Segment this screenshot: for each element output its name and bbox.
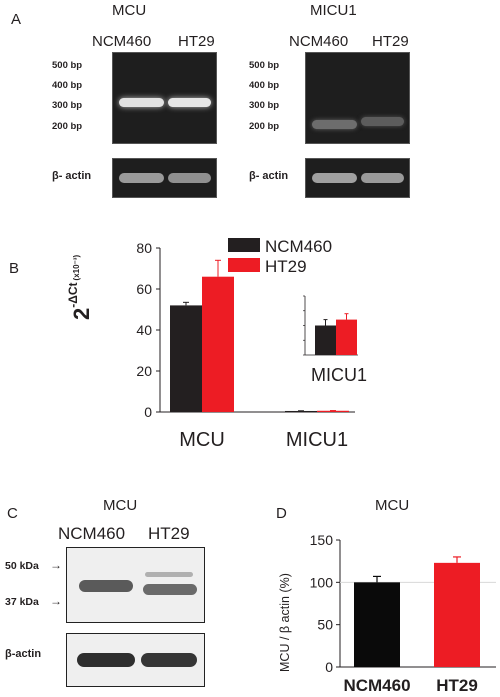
x-category-label: NCM460 bbox=[343, 676, 410, 695]
panel-a-mcu-lane-ncm460: NCM460 bbox=[92, 33, 152, 50]
bar-ht29-mcu bbox=[202, 276, 234, 412]
gel-band bbox=[119, 98, 164, 107]
micu1-actin-gel bbox=[305, 158, 410, 198]
panel-c-lane-ncm460: NCM460 bbox=[58, 524, 126, 543]
gel-band bbox=[168, 173, 211, 183]
bar-ncm460-mcu bbox=[170, 305, 202, 412]
legend-swatch bbox=[228, 258, 260, 272]
y-tick-label: 40 bbox=[136, 322, 152, 338]
panel-a-mcu-title: MCU bbox=[112, 2, 147, 19]
panel-b-inset-label: MICU1 bbox=[311, 365, 368, 385]
bar-ncm460-micu1 bbox=[285, 410, 317, 412]
y-tick-label: 150 bbox=[310, 532, 334, 548]
ladder-label: 500 bp bbox=[52, 60, 83, 71]
x-category-label: MICU1 bbox=[286, 429, 348, 451]
bar-ht29-micu1 bbox=[317, 410, 349, 412]
blot-band bbox=[141, 653, 197, 667]
inset-bar-ncm460 bbox=[315, 325, 336, 355]
ladder-label: 300 bp bbox=[249, 100, 280, 111]
y-tick-label: 0 bbox=[325, 659, 333, 675]
panel-c-actin-label: β-actin bbox=[5, 648, 42, 660]
y-tick-label: 100 bbox=[310, 574, 334, 590]
panel-b-letter: B bbox=[9, 260, 20, 277]
panel-c-letter: C bbox=[7, 505, 18, 522]
gel-band bbox=[119, 173, 164, 183]
mcu-western-blot bbox=[66, 547, 205, 623]
gel-band bbox=[312, 120, 357, 129]
bar-ncm460 bbox=[354, 582, 400, 667]
marker-37kda-label: 37 kDa bbox=[5, 596, 39, 608]
x-category-label: HT29 bbox=[436, 676, 478, 695]
legend-label: NCM460 bbox=[265, 237, 332, 256]
gel-band bbox=[168, 98, 211, 107]
blot-band bbox=[143, 584, 197, 595]
panel-a-mcu-actin-label: β- actin bbox=[52, 170, 92, 182]
ladder-label: 200 bp bbox=[52, 121, 83, 132]
y-tick-label: 0 bbox=[144, 404, 152, 420]
panel-c-title: MCU bbox=[103, 497, 138, 514]
blot-band bbox=[145, 572, 193, 577]
panel-a-micu1-actin-label: β- actin bbox=[249, 170, 289, 182]
micu1-pcr-gel bbox=[305, 52, 410, 144]
gel-band bbox=[361, 173, 404, 183]
arrow-right-icon: → bbox=[50, 594, 62, 608]
blot-band bbox=[77, 653, 135, 667]
ladder-label: 300 bp bbox=[52, 100, 83, 111]
gel-band bbox=[361, 117, 404, 126]
bar-ht29 bbox=[434, 562, 480, 667]
panel-d-ylabel: MCU / β actin (%) bbox=[278, 573, 292, 672]
ladder-label: 400 bp bbox=[52, 80, 83, 91]
gel-band bbox=[312, 173, 357, 183]
mcu-actin-gel bbox=[112, 158, 217, 198]
panel-d-letter: D bbox=[276, 505, 287, 522]
panel-a-micu1-lane-ht29: HT29 bbox=[372, 33, 409, 50]
arrow-right-icon: → bbox=[50, 558, 62, 572]
ladder-label: 500 bp bbox=[249, 60, 280, 71]
x-category-label: MCU bbox=[179, 429, 225, 451]
panel-a-letter: A bbox=[11, 11, 22, 28]
legend-label: HT29 bbox=[265, 257, 307, 276]
panel-d-chart: 0 50 100 150 NCM460 HT29 bbox=[310, 532, 496, 695]
blot-band bbox=[79, 580, 133, 592]
y-tick-label: 50 bbox=[317, 617, 333, 633]
panel-a-micu1-lane-ncm460: NCM460 bbox=[289, 33, 349, 50]
panel-a-mcu-lane-ht29: HT29 bbox=[178, 33, 215, 50]
inset-bar-ht29 bbox=[336, 319, 357, 355]
legend-swatch bbox=[228, 238, 260, 252]
y-tick-label: 80 bbox=[136, 240, 152, 256]
ladder-label: 400 bp bbox=[249, 80, 280, 91]
marker-50kda-label: 50 kDa bbox=[5, 560, 39, 572]
panel-c-lane-ht29: HT29 bbox=[148, 524, 190, 543]
actin-western-blot bbox=[66, 633, 205, 687]
mcu-pcr-gel bbox=[112, 52, 217, 144]
panel-d-title: MCU bbox=[375, 497, 410, 514]
y-tick-label: 60 bbox=[136, 281, 152, 297]
y-tick-label: 20 bbox=[136, 363, 152, 379]
panel-a-micu1-title: MICU1 bbox=[310, 2, 357, 19]
ladder-label: 200 bp bbox=[249, 121, 280, 132]
